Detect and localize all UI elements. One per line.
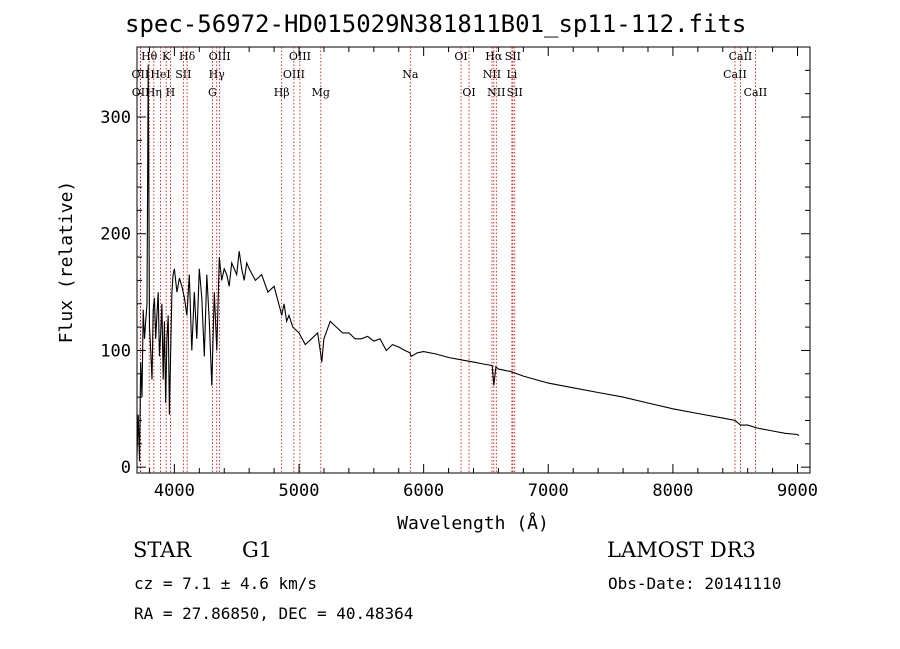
line-label: OIII: [289, 50, 311, 63]
y-tick-label: 0: [121, 458, 131, 478]
x-tick-label: 7000: [528, 481, 569, 501]
line-label: OII: [132, 68, 150, 81]
x-tick-label: 5000: [279, 481, 320, 501]
line-label: Na: [402, 68, 419, 81]
y-tick-label: 100: [100, 341, 131, 361]
line-label: CaII: [744, 86, 768, 99]
y-axis: 0 100 200 300: [100, 69, 810, 478]
line-label: OI: [454, 50, 467, 63]
line-label: CaII: [723, 68, 747, 81]
object-subclass: G1: [242, 538, 273, 562]
line-label: SII: [175, 68, 191, 81]
line-label: OII: [132, 86, 150, 99]
line-label: Hβ: [274, 86, 290, 99]
x-tick-label: 6000: [403, 481, 444, 501]
line-label: H: [166, 86, 176, 99]
x-tick-label: 8000: [652, 481, 693, 501]
x-tick-label: 4000: [154, 481, 195, 501]
line-label: SII: [507, 86, 523, 99]
line-label: NII: [487, 86, 505, 99]
line-label: NII: [483, 68, 501, 81]
line-label: HeI: [150, 68, 170, 81]
line-label: Hη: [146, 86, 162, 99]
x-tick-label: 9000: [777, 481, 818, 501]
chart-title: spec-56972-HD015029N381811B01_sp11-112.f…: [125, 10, 747, 38]
y-tick-label: 200: [100, 225, 131, 245]
survey-name: LAMOST DR3: [607, 538, 756, 562]
emission-line-markers: [139, 47, 756, 473]
line-label: Hθ: [141, 50, 158, 63]
coordinates: RA = 27.86850, DEC = 40.48364: [134, 604, 414, 623]
line-label: OI: [462, 86, 475, 99]
x-axis: 4000 5000 6000 7000 8000 9000: [148, 47, 818, 501]
line-label: CaII: [729, 50, 753, 63]
line-label: OIII: [209, 50, 231, 63]
line-label: Hδ: [179, 50, 196, 63]
obs-date: Obs-Date: 20141110: [608, 574, 782, 593]
line-label: G: [208, 86, 217, 99]
line-label: OIII: [283, 68, 305, 81]
line-label: Li: [506, 68, 517, 81]
spectrum-line: [136, 64, 800, 462]
line-label: Mg: [312, 86, 330, 99]
line-label: K: [162, 50, 171, 63]
x-axis-label: Wavelength (Å): [397, 512, 549, 534]
line-label: SII: [505, 50, 521, 63]
line-label: Hα: [485, 50, 503, 63]
object-class: STAR: [133, 538, 192, 562]
y-tick-label: 300: [100, 108, 131, 128]
velocity-readout: cz = 7.1 ± 4.6 km/s: [134, 574, 318, 593]
y-axis-label: Flux (relative): [56, 181, 77, 344]
line-label: Hγ: [209, 68, 226, 81]
